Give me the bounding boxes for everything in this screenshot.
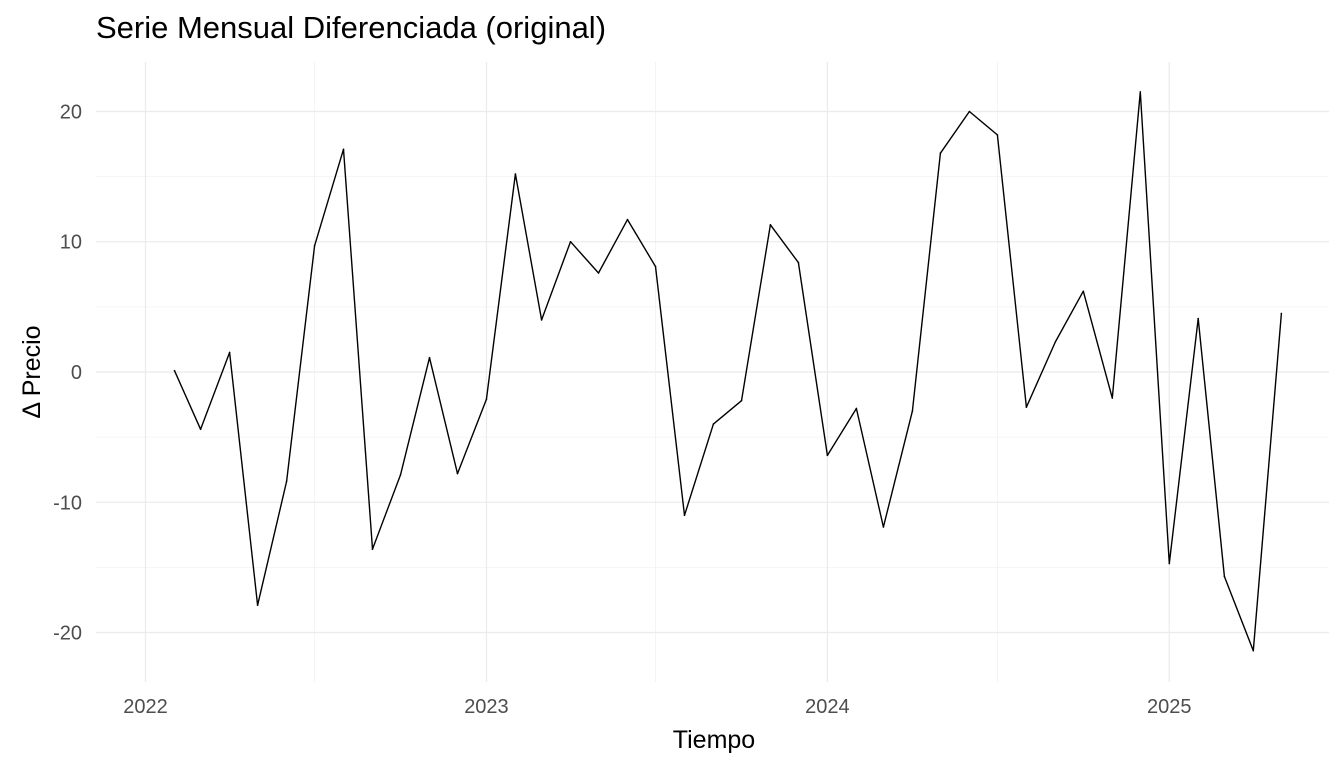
x-tick-label: 2025: [1147, 696, 1192, 718]
data-point: [968, 110, 971, 113]
data-point: [654, 265, 657, 268]
data-point: [514, 173, 517, 175]
data-point: [456, 472, 459, 475]
data-point: [199, 428, 202, 431]
y-tick-labels: -20 -10 0 10 20: [53, 101, 82, 644]
data-point: [569, 240, 572, 243]
major-grid: [96, 62, 1329, 682]
x-tick-label: 2022: [123, 696, 168, 718]
data-point: [996, 134, 999, 136]
y-axis-title: Δ Precio: [18, 325, 46, 418]
data-point: [1197, 317, 1200, 320]
y-tick-label: -10: [53, 492, 82, 514]
data-point: [485, 398, 488, 401]
data-point: [939, 152, 942, 154]
x-tick-label: 2024: [805, 696, 850, 718]
chart-title: Serie Mensual Diferenciada (original): [96, 10, 607, 45]
data-point: [1139, 91, 1142, 93]
x-tick-label: 2023: [464, 696, 509, 718]
data-point: [1025, 406, 1028, 408]
data-point: [1054, 341, 1057, 343]
data-point: [540, 319, 543, 321]
data-point: [597, 272, 600, 274]
data-point: [399, 474, 402, 476]
y-tick-label: 10: [60, 232, 82, 254]
data-point: [911, 410, 914, 412]
data-point: [1223, 575, 1226, 578]
y-tick-label: -20: [53, 623, 82, 645]
data-point: [740, 399, 743, 402]
data-point: [313, 244, 316, 247]
data-point: [855, 407, 858, 410]
data-point: [1168, 562, 1171, 565]
data-point: [882, 526, 885, 528]
data-point: [712, 423, 715, 425]
series-line: [173, 91, 1283, 652]
data-point: [626, 218, 629, 221]
data-point: [1111, 397, 1114, 399]
series-layer: [173, 91, 1283, 652]
data-point: [371, 548, 374, 550]
data-point: [769, 224, 772, 226]
data-point: [797, 261, 800, 264]
data-point: [683, 514, 686, 517]
data-point: [826, 454, 829, 457]
x-tick-labels: 2022 2023 2024 2025: [123, 696, 1191, 718]
data-point: [173, 369, 176, 372]
data-point: [1280, 312, 1283, 315]
y-tick-label: 20: [60, 101, 82, 123]
data-point: [428, 356, 431, 359]
data-point: [256, 604, 259, 606]
data-point: [228, 351, 231, 354]
data-point: [285, 480, 288, 483]
x-axis-title: Tiempo: [673, 726, 755, 754]
y-tick-label: 0: [71, 362, 82, 384]
data-point: [1082, 290, 1085, 293]
data-point: [1252, 649, 1255, 652]
data-point: [342, 148, 345, 151]
